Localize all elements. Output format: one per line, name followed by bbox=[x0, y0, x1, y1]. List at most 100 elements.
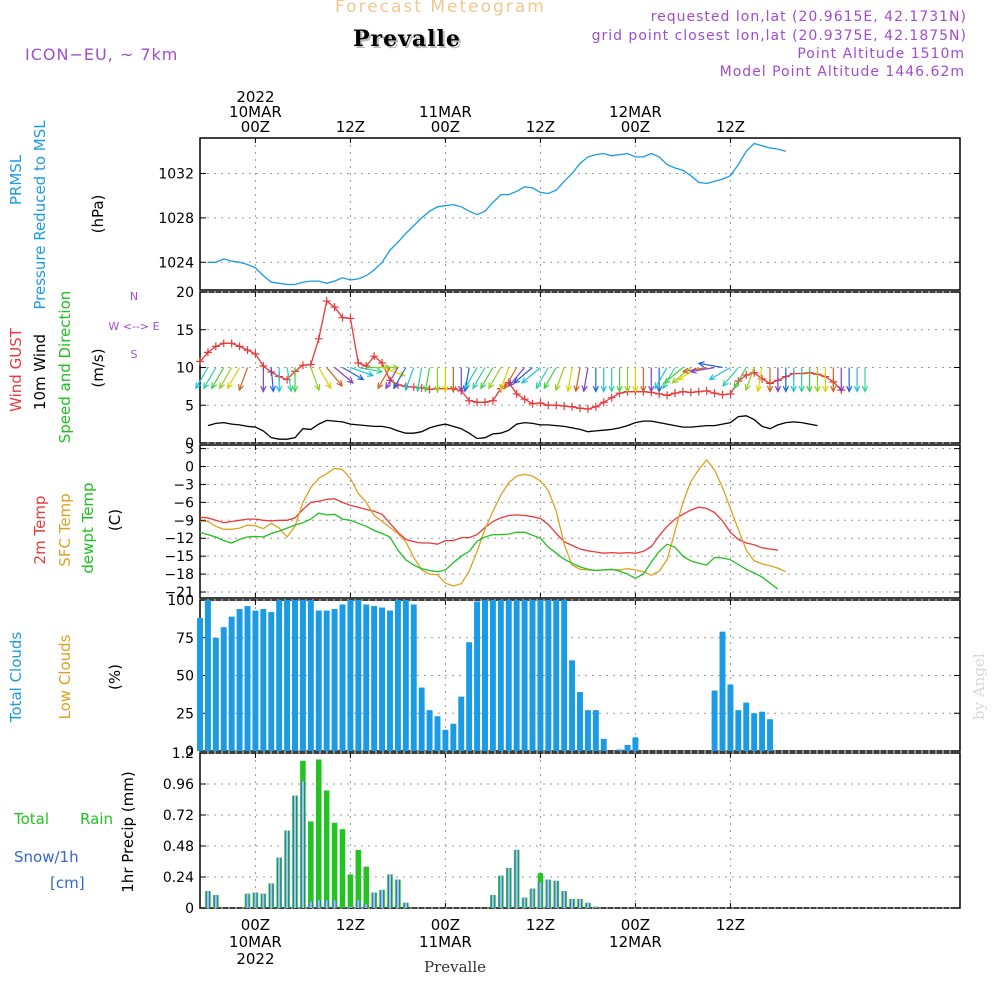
wind-gust-marker bbox=[473, 398, 482, 407]
wind-gust-marker bbox=[330, 303, 339, 312]
snow-bar-stripe bbox=[515, 849, 518, 908]
clouds-unit-label: (%) bbox=[106, 664, 124, 690]
wind-arrow-head bbox=[291, 385, 299, 393]
clouds-ytick-label: 75 bbox=[176, 631, 194, 647]
total-cloud-stripe bbox=[602, 738, 605, 751]
total-cloud-stripe bbox=[333, 624, 336, 751]
snow-bar-stripe bbox=[507, 867, 510, 908]
snow-bar-stripe bbox=[531, 888, 534, 908]
wind-arrow bbox=[690, 366, 715, 373]
bottom-time-label: 00Z bbox=[241, 916, 270, 934]
wind-arrow-head bbox=[648, 385, 655, 393]
snow-bar-stripe bbox=[499, 875, 502, 908]
wind-arrow bbox=[350, 366, 374, 377]
wind-arrow-head bbox=[458, 385, 465, 393]
wind-arrow-head bbox=[434, 385, 441, 393]
wind-arrow-head bbox=[708, 374, 716, 381]
pressure-ytick-label: 1032 bbox=[158, 167, 194, 183]
wind-gust-marker bbox=[251, 349, 260, 358]
bottom-time-label: 2022 bbox=[236, 950, 274, 968]
temperature-ytick-label: −15 bbox=[164, 549, 194, 565]
wind-gust-marker bbox=[583, 405, 592, 414]
compass-we: W <--> E bbox=[108, 320, 159, 333]
wind-arrow bbox=[318, 367, 332, 389]
total-cloud-stripe bbox=[262, 610, 265, 751]
wind-arrow-head bbox=[336, 379, 343, 387]
total-cloud-stripe bbox=[372, 618, 376, 751]
wind-arrow-head bbox=[347, 377, 355, 384]
point-altitude: Point Altitude 1510m bbox=[797, 46, 965, 62]
wind-arrow-head bbox=[608, 385, 615, 393]
wind-arrow bbox=[662, 367, 676, 389]
wind-arrow-head bbox=[722, 379, 729, 387]
wind-arrow bbox=[757, 367, 763, 392]
total-cloud-stripe bbox=[317, 622, 320, 751]
total-cloud-stripe bbox=[420, 687, 423, 751]
wind-gust-marker bbox=[663, 391, 672, 400]
total-cloud-stripe bbox=[206, 600, 210, 751]
wind-gust-marker bbox=[718, 390, 727, 399]
wind-gust-marker bbox=[196, 357, 204, 366]
snow-bar-stripe bbox=[246, 893, 249, 908]
wind-gust-marker bbox=[742, 371, 751, 380]
pressure-label-msl: Pressure Reduced to MSL bbox=[31, 120, 49, 310]
wind-arrow bbox=[709, 366, 731, 381]
snow-bar-stripe bbox=[301, 781, 304, 908]
total-cloud-stripe bbox=[499, 600, 503, 751]
pressure-frame bbox=[199, 137, 961, 291]
temperature-ytick-label: −18 bbox=[164, 567, 194, 583]
wind-arrow-head bbox=[697, 361, 705, 368]
total-cloud-stripe bbox=[309, 600, 313, 751]
wind-arrow-head bbox=[393, 382, 400, 390]
total-cloud-stripe bbox=[752, 713, 756, 751]
total-cloud-stripe bbox=[293, 600, 297, 751]
precip-frame bbox=[199, 752, 961, 909]
wind-gust-marker bbox=[322, 297, 331, 306]
rain-bar bbox=[347, 874, 354, 908]
wind-arrow-head bbox=[269, 385, 277, 393]
total-cloud-stripe bbox=[491, 600, 495, 751]
snow-bar-stripe bbox=[278, 857, 281, 908]
total-cloud-stripe bbox=[713, 690, 716, 751]
pressure-ytick-label: 1028 bbox=[158, 211, 194, 227]
snow-bar-stripe bbox=[373, 892, 376, 908]
top-time-label: 12Z bbox=[716, 118, 745, 136]
snow-bar-stripe bbox=[389, 874, 391, 908]
total-cloud-stripe bbox=[634, 737, 637, 751]
wind-arrow bbox=[543, 367, 557, 389]
wind-arrow bbox=[227, 367, 241, 389]
wind-arrow bbox=[555, 367, 565, 391]
wind-arrow-head bbox=[838, 385, 845, 393]
temp-unit-label: (C) bbox=[106, 509, 124, 531]
wind-arrow-head bbox=[782, 385, 789, 393]
wind-arrow bbox=[238, 367, 249, 391]
top-time-label: 12Z bbox=[336, 118, 365, 136]
wind-arrow bbox=[358, 366, 383, 373]
wind-arrow-head bbox=[814, 385, 821, 393]
wind-gust-marker bbox=[211, 342, 220, 351]
wind-arrow-head bbox=[508, 379, 515, 387]
bottom-time-label: 11MAR bbox=[419, 933, 472, 951]
wind-arrow-head bbox=[861, 385, 869, 393]
snow-bar-stripe bbox=[396, 879, 399, 908]
wind-ytick-label: 5 bbox=[185, 398, 194, 414]
total-cloud-stripe bbox=[301, 600, 305, 751]
wind-gust-marker bbox=[552, 401, 561, 410]
wind-gust-marker bbox=[227, 339, 236, 348]
total-cloud-stripe bbox=[325, 621, 328, 751]
pressure-ytick-label: 1024 bbox=[158, 255, 194, 271]
rain-bar bbox=[355, 849, 362, 908]
wind-arrow-head bbox=[656, 385, 663, 393]
snow-bar-stripe bbox=[381, 889, 384, 908]
wind-arrow bbox=[203, 367, 217, 389]
temperature-panel: 3 0−3 −6 −9 −12 −15 −18 −21 bbox=[164, 442, 961, 601]
total-cloud-stripe bbox=[562, 600, 566, 751]
total-cloud-stripe bbox=[436, 716, 439, 751]
wind-gust-marker bbox=[378, 358, 387, 367]
wind-arrow bbox=[664, 367, 684, 384]
wind-arrow-head bbox=[480, 382, 487, 390]
total-cloud-stripe bbox=[539, 600, 542, 751]
wind-arrow-head bbox=[733, 382, 740, 390]
total-cloud-stripe bbox=[349, 600, 352, 751]
pressure-line bbox=[207, 142, 786, 286]
